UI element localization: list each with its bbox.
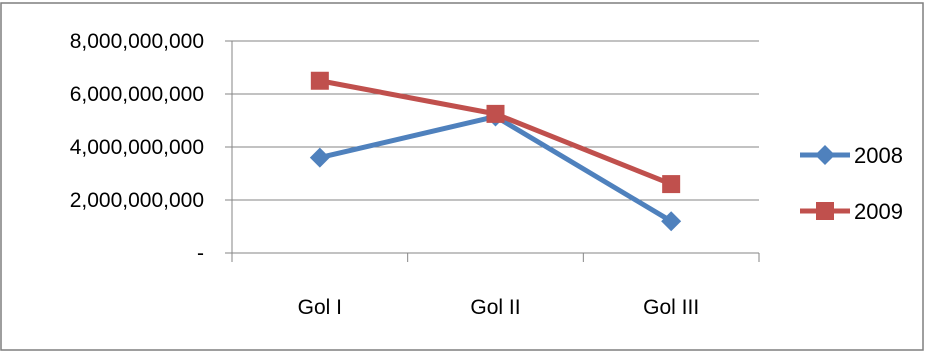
x-tick-label: Gol II (470, 296, 520, 319)
data-point-2009 (662, 175, 681, 194)
data-point-2008 (309, 147, 330, 168)
legend-marker-2009 (816, 202, 834, 220)
legend-label-2009: 2009 (854, 199, 903, 224)
y-tick-label: 8,000,000,000 (70, 30, 204, 53)
y-tick-label: 2,000,000,000 (70, 189, 204, 212)
data-point-2009 (310, 71, 329, 90)
legend-label-2008: 2008 (854, 143, 903, 168)
axes (225, 40, 760, 262)
data-point-2008 (661, 211, 682, 232)
data-point-2009 (486, 104, 505, 123)
y-tick-label: - (197, 242, 204, 265)
legend: 2008 2009 (800, 143, 903, 224)
series-lines (309, 71, 682, 232)
legend-marker-2008 (815, 145, 835, 165)
y-tick-label: 4,000,000,000 (70, 136, 204, 159)
x-tick-labels: Gol I Gol II Gol III (298, 296, 700, 319)
y-tick-labels: - 2,000,000,000 4,000,000,000 6,000,000,000… (70, 30, 204, 265)
gridlines (232, 40, 759, 201)
x-tick-label: Gol I (298, 296, 342, 319)
x-tick-label: Gol III (643, 296, 699, 319)
y-tick-label: 6,000,000,000 (70, 83, 204, 106)
